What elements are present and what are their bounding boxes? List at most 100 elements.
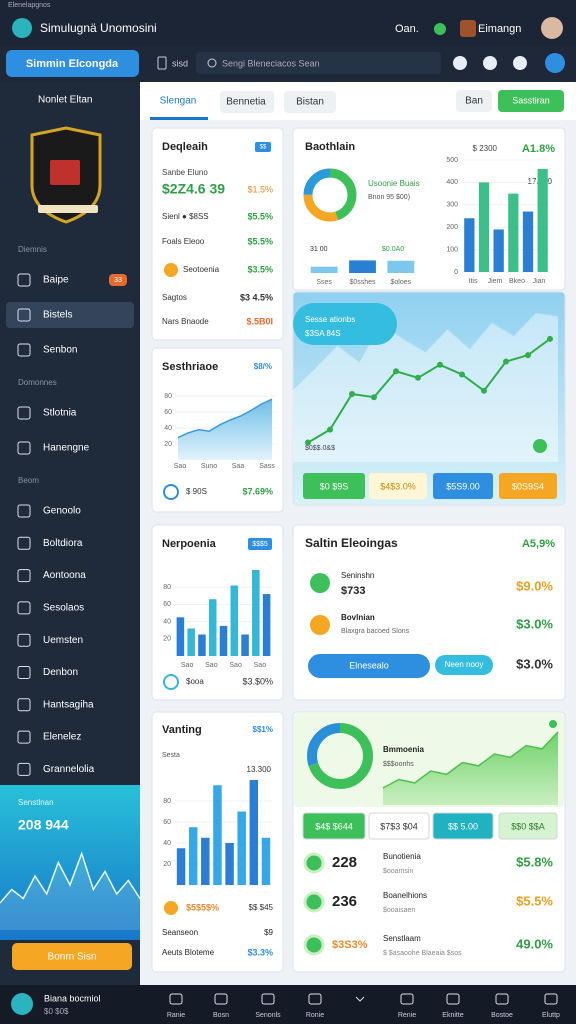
button[interactable] (432, 812, 494, 840)
avatar (460, 20, 476, 37)
crest (38, 205, 98, 213)
nav-item[interactable]: Uemsten (43, 635, 83, 646)
label: $3.3% (247, 947, 273, 957)
button[interactable] (433, 473, 493, 499)
y-tick-label: 40 (164, 425, 172, 432)
label[interactable]: $$0 $$A (511, 821, 545, 831)
y-tick-label: 60 (163, 819, 171, 826)
label: $5.5% (516, 893, 553, 908)
label: $$ (260, 145, 267, 151)
area (293, 313, 558, 462)
label[interactable]: Sasstiran (512, 95, 550, 105)
nav-item[interactable]: Senbon (43, 345, 77, 356)
nav-item[interactable]: Ranie (167, 1012, 185, 1019)
label[interactable]: $$ 5.00 (448, 821, 478, 831)
nav-item[interactable]: Eknitte (442, 1012, 464, 1019)
label[interactable]: $5S9.00 (446, 481, 480, 491)
avatar (11, 993, 33, 1015)
label: $3.0% (516, 616, 553, 631)
label[interactable]: Ban (465, 96, 483, 107)
nav-item[interactable]: Elenelez (43, 732, 81, 743)
label: $ooamsin (383, 868, 413, 875)
label: $5.5% (247, 211, 273, 221)
line (0, 851, 141, 904)
label: $3SA 84S (305, 329, 341, 338)
promo-button[interactable] (12, 943, 132, 970)
nav-item[interactable]: Baipe (43, 275, 69, 286)
button[interactable] (302, 812, 366, 840)
button[interactable] (456, 90, 492, 112)
nav-item[interactable]: Boltdiora (43, 538, 83, 549)
icon (17, 666, 31, 679)
point (525, 352, 531, 359)
label[interactable]: Simmin Elcongda (26, 58, 119, 70)
nav-item[interactable]: Stlotnia (43, 408, 77, 419)
icon (214, 993, 228, 1005)
label: $5.8% (516, 854, 553, 869)
icon (17, 406, 31, 420)
label: Vanting (162, 724, 202, 736)
point (459, 371, 465, 378)
label[interactable]: Bonrn Sisn (48, 952, 97, 963)
x-tick-label: Itis (469, 278, 478, 285)
bar (230, 585, 239, 656)
label: $0.0A0 (382, 246, 404, 253)
bar (208, 599, 217, 656)
nav-item[interactable]: Bistels (43, 310, 72, 321)
nav-item[interactable]: Sesolaos (43, 603, 84, 614)
label: $0$$.0&$ (305, 445, 335, 452)
label: Diemnis (18, 245, 47, 254)
button[interactable] (369, 473, 427, 499)
bar (225, 843, 234, 885)
label[interactable]: $7$3 $04 (380, 821, 418, 831)
point (371, 394, 377, 401)
button[interactable] (498, 90, 564, 112)
nav-item[interactable]: Renie (398, 1012, 416, 1019)
label[interactable]: $0S9S4 (512, 481, 544, 491)
nav-item[interactable]: Ronie (306, 1012, 324, 1019)
area (178, 399, 272, 460)
nav-item[interactable]: Grannelolia (43, 764, 95, 775)
nav-item[interactable]: Bosn (213, 1012, 229, 1019)
icon (17, 698, 31, 712)
label[interactable]: $4$3.0% (380, 481, 416, 491)
icon (17, 762, 31, 776)
point (349, 390, 355, 397)
tab[interactable]: Bennetia (226, 97, 266, 108)
bar (176, 617, 185, 656)
label: Seanseon (162, 928, 198, 937)
icon (17, 308, 31, 322)
nav-item[interactable]: Aontoona (43, 570, 86, 581)
nav-item[interactable]: Genoolo (43, 506, 81, 517)
badge (248, 538, 272, 550)
primary-button[interactable] (6, 50, 139, 77)
label[interactable]: $0 $9S (320, 481, 349, 491)
tab[interactable]: Slengan (160, 96, 197, 107)
search-box[interactable] (196, 52, 441, 74)
tab[interactable]: Bistan (296, 97, 324, 108)
button[interactable] (303, 473, 365, 499)
button[interactable] (498, 812, 558, 840)
nav-item[interactable]: Hantsagiha (43, 699, 94, 710)
nav-item[interactable]: Bostoe (491, 1012, 513, 1019)
x-tick-label: Jian (533, 278, 546, 285)
label[interactable]: Elnesealo (349, 660, 389, 670)
button[interactable] (499, 473, 557, 499)
bar (213, 785, 222, 885)
button[interactable] (368, 812, 430, 840)
point (415, 374, 421, 381)
y-tick-label: 80 (164, 393, 172, 400)
label[interactable]: $4$ $644 (315, 821, 353, 831)
pill-button[interactable] (308, 654, 430, 678)
nav-item[interactable]: Hanengne (43, 443, 90, 454)
badge (109, 274, 127, 286)
label: Sienl ● $8SS (162, 212, 209, 221)
label: Usoonie Buais (368, 179, 420, 188)
label: sisd (172, 58, 188, 68)
pill-button[interactable] (435, 655, 493, 675)
nav-item[interactable]: Senonls (255, 1012, 281, 1019)
label: 208 944 (18, 817, 69, 833)
nav-item[interactable]: Denbon (43, 667, 78, 678)
label[interactable]: Neen nooy (445, 660, 484, 669)
nav-item[interactable]: Eluttp (542, 1012, 560, 1019)
